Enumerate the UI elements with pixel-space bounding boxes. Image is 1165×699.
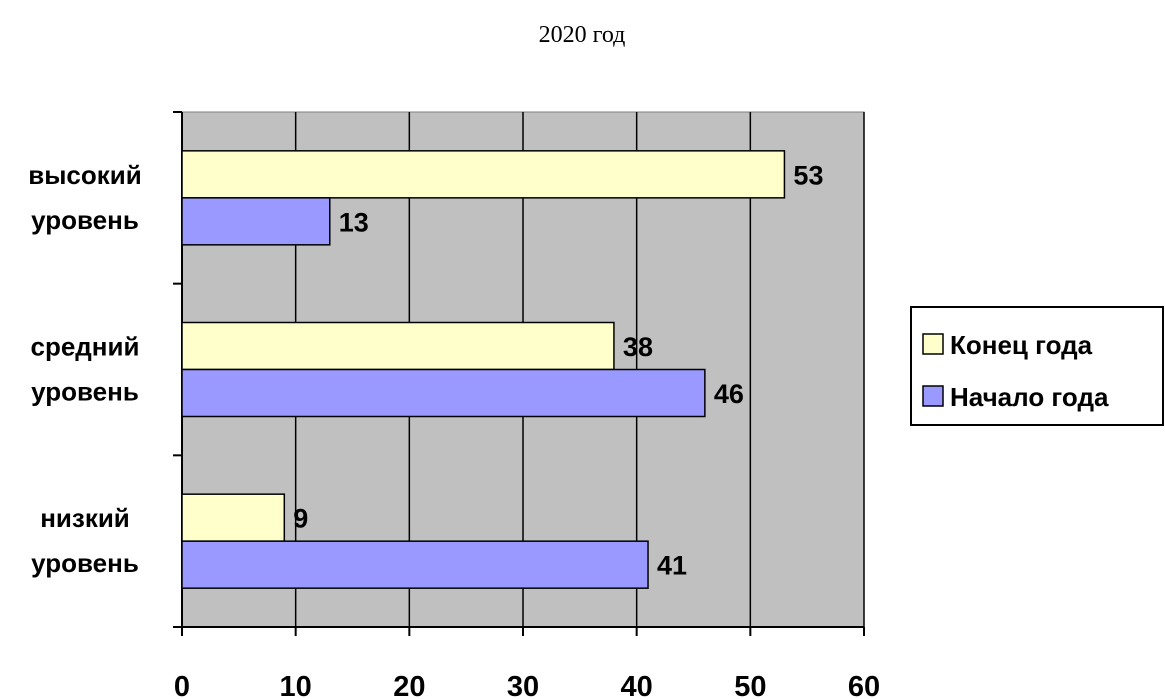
bar <box>181 493 286 542</box>
plot-area: 0 10 20 30 40 50 60 53 13 высокий уровень 38 46 средн… <box>28 111 880 699</box>
category-label: уровень <box>31 205 139 235</box>
x-tick-label: 50 <box>734 671 766 699</box>
x-tick-label: 10 <box>280 671 312 699</box>
category-label: низкий <box>40 503 130 533</box>
x-tick-label: 30 <box>507 671 539 699</box>
bar <box>181 150 786 199</box>
x-tick-label: 60 <box>848 671 880 699</box>
bar <box>181 540 649 589</box>
legend-swatch <box>922 385 944 407</box>
data-label: 9 <box>293 504 308 534</box>
data-label: 13 <box>339 207 369 237</box>
bar <box>181 321 615 371</box>
category-label: высокий <box>28 160 142 190</box>
data-label: 46 <box>714 379 744 409</box>
bar <box>181 197 331 246</box>
x-tick-label: 0 <box>174 671 190 699</box>
category-label: уровень <box>31 548 139 578</box>
legend: Конец года Начало года <box>910 306 1164 426</box>
legend-label: Конец года <box>950 330 1093 360</box>
legend-label: Начало года <box>950 382 1109 412</box>
category-label: уровень <box>31 377 139 407</box>
legend-box <box>910 306 1164 426</box>
data-label: 38 <box>623 332 653 362</box>
x-tick-label: 20 <box>393 671 425 699</box>
category-label: средний <box>31 332 140 362</box>
chart-title: 2020 год <box>539 22 626 48</box>
legend-swatch <box>922 333 944 355</box>
data-label: 53 <box>793 160 823 190</box>
bar <box>181 368 706 418</box>
x-tick-label: 40 <box>621 671 653 699</box>
data-label: 41 <box>657 551 687 581</box>
